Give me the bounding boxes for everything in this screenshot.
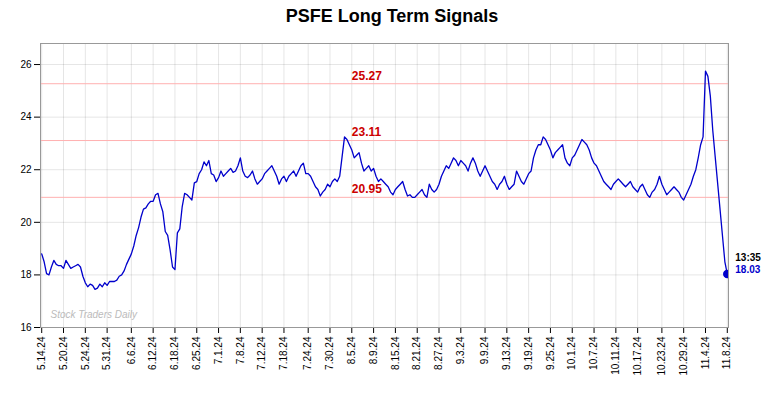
svg-text:26: 26 bbox=[20, 59, 32, 70]
svg-text:7.18.24: 7.18.24 bbox=[278, 336, 289, 370]
svg-text:10.1.24: 10.1.24 bbox=[566, 336, 577, 370]
svg-text:7.24.24: 7.24.24 bbox=[302, 336, 313, 370]
svg-text:8.9.24: 8.9.24 bbox=[368, 336, 379, 364]
svg-text:11.4.24: 11.4.24 bbox=[700, 336, 711, 369]
svg-text:9.25.24: 9.25.24 bbox=[545, 336, 556, 370]
svg-text:22: 22 bbox=[20, 164, 32, 175]
svg-text:20.95: 20.95 bbox=[352, 182, 382, 196]
svg-text:6.6.24: 6.6.24 bbox=[126, 336, 137, 364]
svg-text:25.27: 25.27 bbox=[352, 69, 382, 83]
svg-text:7.1.24: 7.1.24 bbox=[213, 336, 224, 364]
svg-text:8.21.24: 8.21.24 bbox=[411, 336, 422, 370]
svg-text:24: 24 bbox=[20, 111, 32, 122]
svg-text:7.30.24: 7.30.24 bbox=[324, 336, 335, 370]
html-text:PSFE Long Term Signals: PSFE Long Term Signals bbox=[285, 6, 499, 26]
svg-text:10.7.24: 10.7.24 bbox=[588, 336, 599, 370]
svg-text:18: 18 bbox=[20, 269, 32, 280]
svg-text:9.3.24: 9.3.24 bbox=[455, 336, 466, 364]
svg-text:23.11: 23.11 bbox=[352, 125, 382, 139]
svg-text:Stock Traders Daily: Stock Traders Daily bbox=[51, 309, 139, 320]
svg-text:8.15.24: 8.15.24 bbox=[390, 336, 401, 370]
svg-text:5.20.24: 5.20.24 bbox=[58, 336, 69, 370]
svg-text:11.8.24: 11.8.24 bbox=[721, 336, 732, 369]
svg-text:7.8.24: 7.8.24 bbox=[235, 336, 246, 364]
svg-text:18.03: 18.03 bbox=[735, 264, 760, 275]
svg-text:5.24.24: 5.24.24 bbox=[80, 336, 91, 370]
svg-text:10.29.24: 10.29.24 bbox=[678, 336, 689, 375]
svg-text:9.19.24: 9.19.24 bbox=[523, 336, 534, 370]
svg-text:10.11.24: 10.11.24 bbox=[610, 336, 621, 375]
svg-text:20: 20 bbox=[20, 217, 32, 228]
svg-text:9.13.24: 9.13.24 bbox=[501, 336, 512, 370]
svg-text:8.5.24: 8.5.24 bbox=[346, 336, 357, 364]
svg-text:9.9.24: 9.9.24 bbox=[479, 336, 490, 364]
svg-text:6.18.24: 6.18.24 bbox=[169, 336, 180, 370]
svg-text:16: 16 bbox=[20, 322, 32, 333]
svg-text:8.27.24: 8.27.24 bbox=[433, 336, 444, 370]
svg-text:10.17.24: 10.17.24 bbox=[632, 336, 643, 375]
svg-text:6.12.24: 6.12.24 bbox=[147, 336, 158, 370]
svg-text:5.31.24: 5.31.24 bbox=[101, 336, 112, 370]
svg-text:6.25.24: 6.25.24 bbox=[191, 336, 202, 370]
svg-text:13:35: 13:35 bbox=[735, 252, 761, 263]
svg-text:5.14.24: 5.14.24 bbox=[36, 336, 47, 370]
svg-text:10.23.24: 10.23.24 bbox=[656, 336, 667, 375]
svg-text:7.12.24: 7.12.24 bbox=[256, 336, 267, 370]
